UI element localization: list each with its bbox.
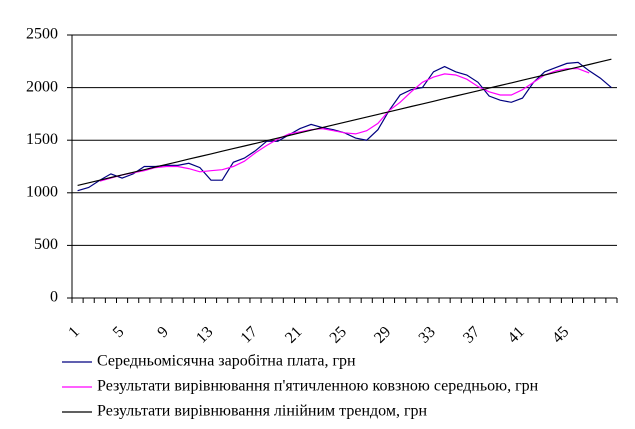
y-tick-label: 1000 — [26, 183, 58, 200]
y-tick-label: 1500 — [26, 131, 58, 148]
y-tick-label: 0 — [50, 289, 58, 306]
legend-label: Результати вирівнювання п'ятичленною ков… — [97, 378, 539, 395]
series-line — [77, 58, 612, 186]
series-line — [99, 68, 590, 182]
x-tick-label: 17 — [238, 323, 261, 346]
x-tick-label: 25 — [327, 323, 350, 346]
y-tick-label: 2000 — [26, 78, 58, 95]
series-line — [77, 61, 612, 192]
x-tick-label: 29 — [371, 323, 394, 346]
legend-label: Середньомісячна заробітна плата, грн — [97, 353, 356, 370]
y-tick-label: 500 — [34, 236, 58, 253]
x-tick-label: 1 — [65, 323, 83, 341]
x-tick-label: 13 — [193, 323, 216, 346]
x-tick-label: 45 — [549, 323, 572, 346]
x-tick-label: 37 — [460, 323, 483, 346]
x-tick-label: 5 — [110, 323, 128, 341]
legend-label: Результати вирівнювання лінійним трендом… — [97, 403, 428, 420]
x-tick-label: 33 — [416, 323, 439, 346]
y-tick-label: 2500 — [26, 26, 58, 43]
x-tick-label: 41 — [505, 323, 528, 346]
x-tick-label: 9 — [154, 323, 172, 341]
x-tick-label: 21 — [282, 323, 305, 346]
